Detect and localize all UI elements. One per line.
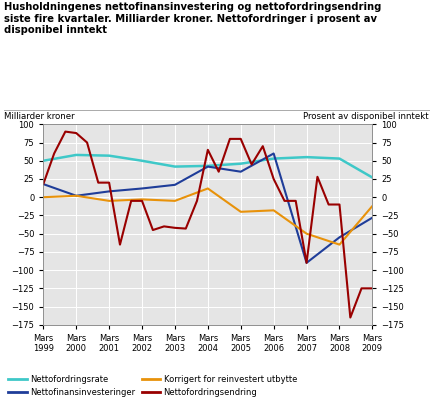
Text: Milliarder kroner: Milliarder kroner	[4, 112, 75, 121]
Legend: Nettofordringsrate, Nettofinansinvesteringer, Korrigert for reinvestert utbytte,: Nettofordringsrate, Nettofinansinvesteri…	[9, 375, 297, 397]
Text: Prosent av disponibel inntekt: Prosent av disponibel inntekt	[303, 112, 429, 121]
Text: Husholdningenes nettofinansinvestering og nettofordringsendring
siste fire kvart: Husholdningenes nettofinansinvestering o…	[4, 2, 382, 35]
